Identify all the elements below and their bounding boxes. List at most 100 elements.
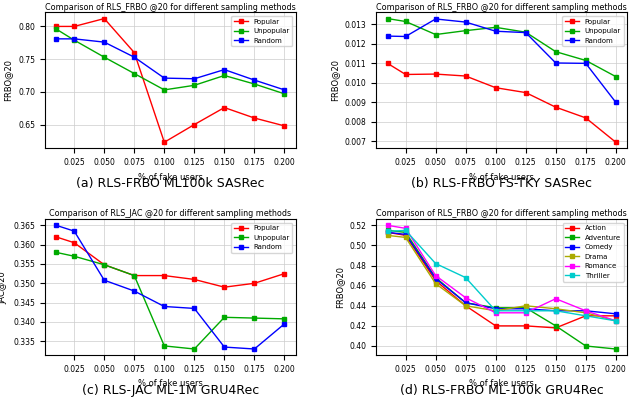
Adventure bbox=[492, 305, 499, 310]
Romance bbox=[612, 318, 620, 323]
Popular bbox=[402, 72, 410, 77]
Line: Random: Random bbox=[54, 223, 287, 351]
Popular bbox=[250, 116, 258, 121]
Random bbox=[191, 306, 198, 311]
Line: Popular: Popular bbox=[54, 235, 287, 289]
Adventure bbox=[522, 305, 529, 310]
Comedy bbox=[384, 230, 392, 235]
Popular bbox=[70, 240, 78, 245]
Unpopular bbox=[191, 347, 198, 351]
Line: Unpopular: Unpopular bbox=[54, 250, 287, 351]
Popular bbox=[280, 271, 288, 276]
Action bbox=[612, 313, 620, 318]
Line: Comedy: Comedy bbox=[385, 230, 618, 316]
Legend: Popular, Unpopular, Random: Popular, Unpopular, Random bbox=[231, 223, 292, 253]
Action bbox=[582, 313, 589, 318]
Action bbox=[462, 303, 470, 308]
Adventure bbox=[402, 230, 410, 235]
Comedy bbox=[582, 309, 589, 313]
Unpopular bbox=[221, 315, 228, 320]
X-axis label: % of fake users: % of fake users bbox=[469, 380, 534, 389]
Random bbox=[100, 40, 108, 45]
Romance bbox=[384, 223, 392, 228]
Romance bbox=[402, 226, 410, 231]
Random bbox=[221, 344, 228, 349]
Text: (b) RLS-FRBO FS-TKY SASRec: (b) RLS-FRBO FS-TKY SASRec bbox=[411, 177, 592, 190]
Line: Popular: Popular bbox=[385, 61, 618, 144]
Adventure bbox=[612, 347, 620, 351]
Line: Action: Action bbox=[385, 230, 618, 330]
Random bbox=[384, 33, 392, 38]
Thriller bbox=[522, 309, 529, 313]
Unpopular bbox=[552, 49, 559, 54]
Title: Comparison of RLS_JAC @20 for different sampling methods: Comparison of RLS_JAC @20 for different … bbox=[49, 209, 291, 218]
X-axis label: % of fake users: % of fake users bbox=[138, 380, 203, 389]
Romance bbox=[492, 310, 499, 315]
Thriller bbox=[462, 275, 470, 280]
Popular bbox=[492, 85, 499, 90]
Thriller bbox=[402, 228, 410, 233]
Popular bbox=[432, 71, 440, 76]
Popular bbox=[131, 273, 138, 278]
Thriller bbox=[582, 313, 589, 318]
Action bbox=[552, 325, 559, 330]
Popular bbox=[612, 140, 620, 145]
Line: Unpopular: Unpopular bbox=[385, 17, 618, 79]
Random bbox=[70, 36, 78, 41]
Unpopular bbox=[462, 28, 470, 33]
Adventure bbox=[432, 275, 440, 280]
Unpopular bbox=[384, 16, 392, 21]
Text: (d) RLS-FRBO ML-100k GRU4Rec: (d) RLS-FRBO ML-100k GRU4Rec bbox=[400, 384, 604, 397]
Drama bbox=[552, 306, 559, 311]
Thriller bbox=[612, 318, 620, 323]
Popular bbox=[191, 122, 198, 127]
Unpopular bbox=[131, 273, 138, 278]
Drama bbox=[402, 235, 410, 240]
Popular bbox=[100, 262, 108, 267]
Unpopular bbox=[70, 254, 78, 259]
Drama bbox=[612, 318, 620, 323]
Comedy bbox=[552, 309, 559, 313]
Popular bbox=[52, 235, 60, 240]
Popular bbox=[462, 74, 470, 78]
Unpopular bbox=[100, 55, 108, 59]
Random bbox=[100, 278, 108, 282]
Unpopular bbox=[161, 88, 168, 93]
Popular bbox=[70, 24, 78, 29]
Legend: Action, Adventure, Comedy, Drama, Romance, Thriller: Action, Adventure, Comedy, Drama, Romanc… bbox=[563, 223, 624, 282]
Popular bbox=[100, 16, 108, 21]
Thriller bbox=[384, 229, 392, 234]
Random bbox=[52, 36, 60, 41]
Drama bbox=[384, 233, 392, 238]
Thriller bbox=[432, 261, 440, 266]
Romance bbox=[432, 273, 440, 278]
Popular bbox=[384, 61, 392, 66]
Comedy bbox=[402, 232, 410, 237]
Popular bbox=[250, 281, 258, 286]
Drama bbox=[462, 303, 470, 308]
Comedy bbox=[432, 276, 440, 281]
Text: (a) RLS-FRBO ML100k SASRec: (a) RLS-FRBO ML100k SASRec bbox=[76, 177, 264, 190]
Popular bbox=[191, 277, 198, 282]
Random bbox=[161, 304, 168, 309]
Action bbox=[522, 323, 529, 328]
Comedy bbox=[522, 306, 529, 311]
Unpopular bbox=[161, 344, 168, 349]
Random bbox=[612, 100, 620, 105]
Line: Thriller: Thriller bbox=[385, 228, 618, 323]
Popular bbox=[221, 105, 228, 110]
Popular bbox=[161, 273, 168, 278]
Unpopular bbox=[100, 262, 108, 267]
Line: Random: Random bbox=[54, 37, 287, 92]
Random bbox=[280, 88, 288, 93]
Random bbox=[131, 289, 138, 294]
Random bbox=[492, 29, 499, 34]
Action bbox=[432, 278, 440, 283]
Unpopular bbox=[582, 58, 589, 63]
Legend: Popular, Unpopular, Random: Popular, Unpopular, Random bbox=[563, 16, 624, 46]
Popular bbox=[280, 123, 288, 128]
Random bbox=[552, 60, 559, 65]
Adventure bbox=[384, 228, 392, 233]
Random bbox=[191, 76, 198, 81]
Romance bbox=[462, 295, 470, 300]
